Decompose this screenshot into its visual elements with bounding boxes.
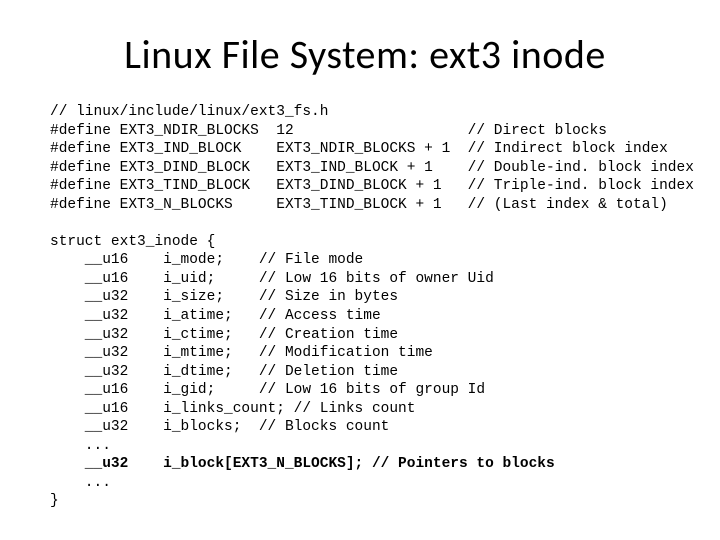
code-block: // linux/include/linux/ext3_fs.h #define… [50, 103, 680, 511]
slide: Linux File System: ext3 inode // linux/i… [0, 0, 720, 540]
slide-title: Linux File System: ext3 inode [50, 30, 680, 79]
